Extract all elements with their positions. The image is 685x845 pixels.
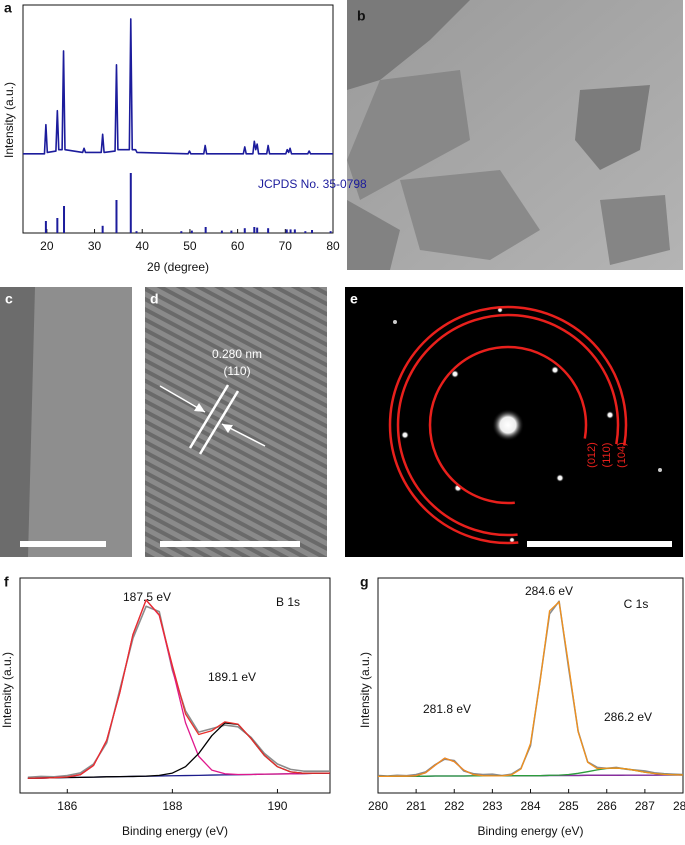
reference-stick	[135, 231, 138, 233]
x-axis-label: Binding energy (eV)	[122, 824, 228, 838]
ring-label: (104)	[616, 442, 628, 468]
series-line	[377, 600, 684, 777]
x-tick-label: 190	[267, 799, 287, 813]
reference-stick	[256, 227, 259, 233]
reference-stick	[190, 230, 193, 233]
series-line	[27, 599, 331, 779]
reference-stick	[115, 200, 118, 233]
reference-stick	[101, 225, 104, 233]
x-tick-label: 282	[444, 799, 464, 813]
reference-stick	[311, 230, 314, 233]
x-tick-label: 50	[183, 239, 197, 253]
x-tick-label: 281	[406, 799, 426, 813]
reference-stick	[253, 227, 256, 233]
x-axis-label: Binding energy (eV)	[477, 824, 583, 838]
series-line	[23, 18, 333, 155]
x-tick-label: 287	[635, 799, 655, 813]
annotation: JCPDS No. 35-0798	[258, 177, 367, 191]
x-tick-label: 80	[326, 239, 340, 253]
annotation: 286.2 eV	[604, 710, 652, 724]
reference-stick	[230, 230, 233, 233]
ring-label: (012)	[586, 442, 598, 468]
reference-stick	[44, 221, 47, 233]
x-axis-label: 2θ (degree)	[147, 260, 209, 274]
y-axis-label-group: Intensity (a.u.)	[2, 82, 16, 158]
reference-stick	[220, 230, 223, 233]
y-axis-label-group: Intensity (a.u.)	[0, 652, 14, 728]
y-axis-label: Intensity (a.u.)	[0, 652, 14, 728]
x-tick-label: 70	[279, 239, 293, 253]
annotation: B 1s	[276, 595, 300, 609]
panel-label: e	[350, 291, 358, 307]
reference-stick	[304, 231, 307, 233]
reference-stick	[56, 218, 59, 233]
panel-label: c	[5, 291, 13, 307]
diffraction-ring	[396, 313, 620, 537]
reference-stick	[63, 206, 66, 233]
reference-stick	[289, 229, 292, 233]
series-line	[378, 601, 684, 778]
x-tick-label: 30	[88, 239, 102, 253]
panel-label: g	[360, 574, 369, 590]
lattice-plane: (110)	[223, 364, 250, 378]
x-tick-label: 188	[162, 799, 182, 813]
y-axis-label-group: Intensity (a.u.)	[358, 652, 372, 728]
panel-label: d	[150, 291, 159, 307]
x-tick-label: 20	[40, 239, 54, 253]
tem-image-b	[347, 0, 683, 270]
x-tick-label: 186	[57, 799, 77, 813]
x-tick-label: 40	[136, 239, 150, 253]
saed-image-e	[345, 287, 683, 557]
lattice-spacing: 0.280 nm	[212, 347, 262, 361]
hrtem-image-d	[145, 287, 327, 557]
x-tick-label: 280	[368, 799, 388, 813]
annotation: C 1s	[624, 597, 649, 611]
y-axis-label: Intensity (a.u.)	[358, 652, 372, 728]
y-axis-label: Intensity (a.u.)	[2, 82, 16, 158]
plot-frame	[19, 577, 331, 794]
reference-stick	[293, 229, 296, 233]
reference-stick	[129, 173, 132, 233]
reference-stick	[180, 231, 183, 233]
annotation: 281.8 eV	[423, 702, 471, 716]
annotation: 189.1 eV	[208, 670, 256, 684]
diffraction-ring	[388, 305, 628, 545]
annotation: 284.6 eV	[525, 584, 573, 598]
panel-label: f	[4, 574, 9, 590]
ring-label: (110)	[601, 443, 613, 468]
x-tick-label: 283	[482, 799, 502, 813]
annotation: 187.5 eV	[123, 590, 171, 604]
reference-stick	[204, 227, 207, 233]
x-tick-label: 286	[597, 799, 617, 813]
x-tick-label: 285	[559, 799, 579, 813]
diffraction-ring	[428, 345, 588, 505]
x-tick-label: 288	[673, 799, 685, 813]
x-tick-label: 60	[231, 239, 245, 253]
reference-stick	[329, 231, 332, 233]
reference-stick	[267, 228, 270, 233]
reference-stick	[285, 229, 288, 233]
plot-frame	[22, 4, 334, 234]
reference-stick	[243, 228, 246, 233]
panel-label: a	[4, 0, 12, 16]
tem-image-c	[0, 287, 132, 557]
x-tick-label: 284	[520, 799, 540, 813]
panel-label: b	[357, 8, 366, 24]
